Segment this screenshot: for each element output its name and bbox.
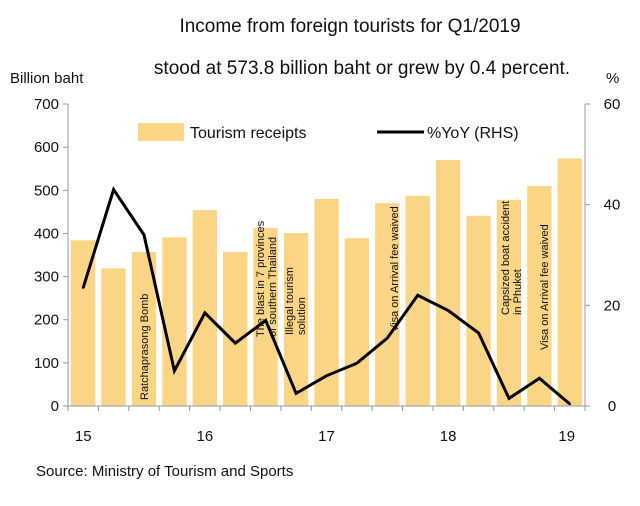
bar xyxy=(375,203,400,406)
y-right-tick-label: 20 xyxy=(604,297,621,314)
annotation-label: Illegal tourismsolution xyxy=(284,267,308,335)
y-left-tick-label: 500 xyxy=(34,182,59,199)
x-tick-label: 15 xyxy=(75,428,92,445)
line-point xyxy=(507,397,511,400)
y-left-tick-label: 200 xyxy=(34,312,59,329)
line-point xyxy=(416,294,419,297)
x-tick-label: 18 xyxy=(440,428,457,445)
line-point xyxy=(173,369,176,372)
line-point xyxy=(568,402,571,406)
y-left-tick-label: 100 xyxy=(34,355,59,372)
annotation-label: Ratchaprasong Bomb xyxy=(139,294,151,400)
y-left-tick-label: 300 xyxy=(34,269,59,286)
y-axis-right-label: % xyxy=(606,70,620,87)
y-right-tick-label: 60 xyxy=(604,96,621,113)
y-left-tick-label: 0 xyxy=(51,398,59,415)
bar xyxy=(496,199,522,406)
bar xyxy=(223,251,248,406)
y-axis-left-label: Billion baht xyxy=(10,70,84,87)
line-point xyxy=(477,331,480,335)
legend-label-bar: Tourism receipts xyxy=(190,125,306,142)
legend-label-line: %YoY (RHS) xyxy=(427,125,519,142)
line-point xyxy=(264,319,267,322)
chart-title: Income from foreign tourists for Q1/2019 xyxy=(179,16,521,37)
bar xyxy=(192,210,218,406)
x-tick-label: 17 xyxy=(318,428,335,445)
line-point xyxy=(112,188,115,191)
x-tick-label: 19 xyxy=(558,428,575,445)
line-point xyxy=(355,362,359,365)
bar xyxy=(466,215,491,406)
source-note: Source: Ministry of Tourism and Sports xyxy=(36,463,294,480)
bar xyxy=(253,227,278,406)
y-right-tick-label: 0 xyxy=(608,398,616,415)
line-point xyxy=(325,374,328,377)
y-left-tick-label: 400 xyxy=(34,225,59,242)
line-point xyxy=(203,311,207,315)
bar xyxy=(435,160,461,406)
y-left-tick-label: 600 xyxy=(34,139,59,156)
bar xyxy=(344,238,370,406)
bar xyxy=(162,237,187,406)
line-point xyxy=(294,392,298,395)
annotation-label: Visa on Arrival fee waived xyxy=(539,224,551,350)
legend-swatch-bar xyxy=(138,123,184,141)
bar xyxy=(71,240,96,406)
line-point xyxy=(386,336,389,340)
chart-subtitle: stood at 573.8 billion baht or grew by 0… xyxy=(153,58,571,79)
line-point xyxy=(142,233,146,237)
annotation-label: Capsized boat accidentin Phuket xyxy=(500,201,524,315)
y-left-tick-label: 700 xyxy=(34,96,59,113)
bar xyxy=(101,268,126,406)
annotation-label: Visa on Arrival fee waived xyxy=(389,206,401,332)
line-point xyxy=(234,341,237,345)
line-point xyxy=(446,309,450,312)
y-right-tick-label: 40 xyxy=(604,197,621,214)
line-point xyxy=(82,286,85,289)
annotation-label: The blast in 7 provincesof southern Thai… xyxy=(255,220,279,337)
line-point xyxy=(538,377,541,380)
x-tick-label: 16 xyxy=(197,428,214,445)
bar xyxy=(527,185,552,406)
bar xyxy=(557,158,582,406)
